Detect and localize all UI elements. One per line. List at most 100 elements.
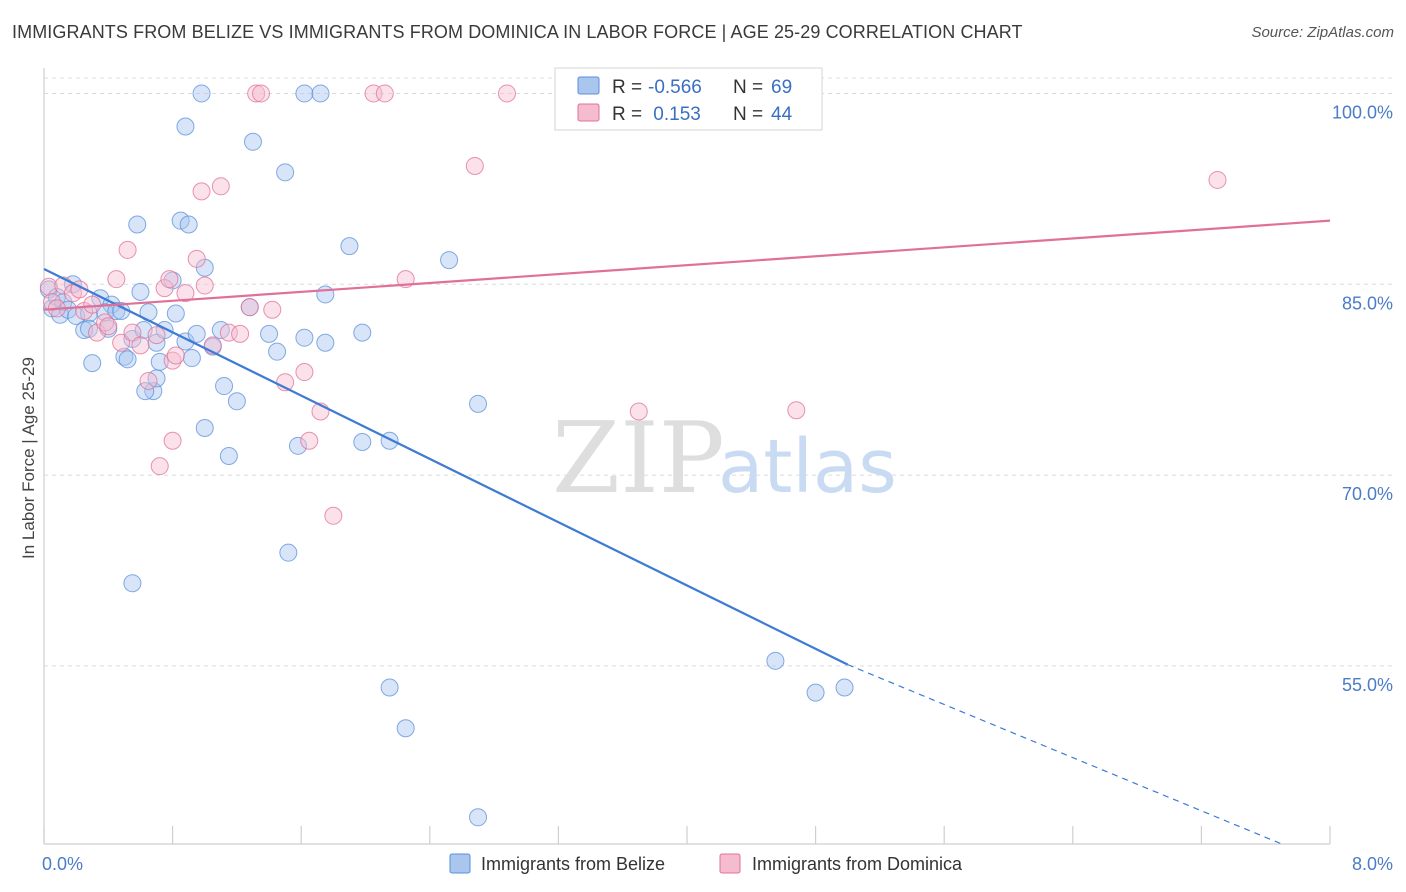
dominica-point-12 [112, 333, 131, 352]
dominica-point-22 [166, 346, 185, 365]
belize-point-64 [380, 431, 399, 450]
belize-point-71 [835, 678, 854, 697]
belize-point-66 [440, 251, 459, 270]
belize-point-58 [316, 333, 335, 352]
dominica-trend-line [43, 219, 1331, 311]
data-points [39, 84, 1227, 827]
belize-point-61 [353, 323, 372, 342]
dominica-point-40 [324, 506, 343, 525]
belize-point-30 [123, 574, 142, 593]
dominica-point-38 [300, 431, 319, 450]
dominica-point-24 [163, 431, 182, 450]
dominica-point-31 [231, 324, 250, 343]
legend-n-label-dominica: N = [733, 104, 768, 125]
dominica-point-11 [107, 270, 126, 289]
legend-r-label-dominica: R = [612, 104, 647, 125]
dominica-point-7 [83, 295, 102, 314]
watermark: ZIP atlas [552, 402, 897, 516]
legend-r-value-belize: -0.566 [648, 77, 702, 98]
belize-trend-line [43, 268, 849, 666]
belize-point-70 [806, 683, 825, 702]
legend-box [554, 67, 823, 131]
axes [43, 68, 1331, 845]
bottom-legend: Immigrants from Belize Immigrants from D… [449, 853, 963, 874]
dominica-point-18 [150, 457, 169, 476]
belize-point-54 [288, 436, 307, 455]
dominica-point-21 [163, 351, 182, 370]
legend-r-value-dominica: 0.153 [648, 104, 701, 125]
legend-n-value-dominica: 44 [771, 104, 793, 125]
bottom-legend-swatch-belize [449, 853, 471, 874]
legend: R = -0.566 N = 69 R = 0.153 N = 44 [554, 67, 823, 131]
belize-point-23 [128, 215, 147, 234]
belize-trend-extension [847, 664, 1283, 845]
belize-point-56 [295, 84, 314, 103]
dominica-point-0 [39, 277, 58, 296]
y-tick-labels: 100.0% 85.0% 70.0% 55.0% [1332, 102, 1393, 694]
dominica-point-34 [252, 84, 271, 103]
x-tick-label-0: 0.0% [42, 854, 83, 874]
dominica-point-14 [123, 323, 142, 342]
dominica-point-26 [192, 182, 211, 201]
dominica-point-20 [160, 270, 179, 289]
bottom-legend-swatch-dominica [719, 853, 741, 874]
belize-point-38 [182, 349, 201, 368]
dominica-point-13 [118, 240, 137, 259]
belize-point-44 [215, 377, 234, 396]
belize-point-55 [295, 328, 314, 347]
dominica-point-46 [629, 402, 648, 421]
y-tick-label-2: 70.0% [1342, 484, 1393, 504]
belize-point-45 [219, 447, 238, 465]
belize-point-67 [469, 394, 488, 413]
dominica-point-15 [131, 336, 150, 355]
belize-point-62 [353, 433, 372, 452]
y-tick-label-0: 100.0% [1332, 102, 1393, 122]
belize-point-18 [115, 347, 134, 366]
legend-n-label-belize: N = [733, 77, 768, 98]
dominica-point-33 [247, 84, 266, 103]
dominica-point-35 [263, 300, 282, 319]
belize-point-39 [176, 117, 195, 136]
legend-swatch-belize [577, 76, 600, 95]
dominica-point-47 [787, 401, 806, 420]
x-tick-labels: 0.0% 8.0% [42, 854, 1393, 874]
watermark-atlas: atlas [718, 424, 897, 510]
bottom-legend-label-belize: Immigrants from Belize [481, 854, 665, 874]
x-tick-label-1: 8.0% [1352, 854, 1393, 874]
belize-point-40 [192, 84, 211, 103]
legend-n-value-belize: 69 [771, 77, 792, 98]
belize-point-37 [187, 324, 206, 343]
dominica-point-16 [139, 371, 158, 390]
dominica-point-32 [240, 298, 259, 317]
grid-lines [44, 77, 1394, 667]
belize-point-35 [166, 304, 185, 323]
dominica-point-23 [176, 284, 195, 303]
dominica-point-42 [375, 84, 394, 103]
bottom-legend-label-dominica: Immigrants from Dominica [752, 854, 963, 874]
belize-point-65 [396, 719, 415, 738]
belize-point-47 [195, 419, 214, 438]
dominica-point-25 [187, 249, 206, 268]
dominica-point-29 [211, 177, 230, 196]
dominica-point-45 [497, 84, 516, 103]
dominica-point-19 [155, 279, 174, 298]
dominica-point-27 [195, 276, 214, 295]
y-axis-label: In Labor Force | Age 25-29 [19, 357, 38, 559]
belize-point-53 [279, 543, 298, 562]
dominica-point-10 [99, 317, 118, 336]
belize-point-10 [83, 354, 102, 373]
belize-point-48 [243, 132, 262, 151]
belize-point-69 [766, 651, 785, 670]
source-label: Source: ZipAtlas.com [1251, 24, 1394, 41]
watermark-zip: ZIP [552, 402, 725, 516]
dominica-point-17 [147, 326, 166, 345]
belize-point-29 [136, 382, 155, 401]
belize-point-50 [260, 324, 279, 343]
y-tick-label-3: 55.0% [1342, 675, 1393, 695]
dominica-point-37 [295, 363, 314, 382]
legend-r-label-belize: R = [612, 77, 647, 98]
belize-point-21 [131, 282, 150, 301]
belize-point-25 [147, 333, 166, 352]
dominica-point-1 [43, 293, 62, 312]
